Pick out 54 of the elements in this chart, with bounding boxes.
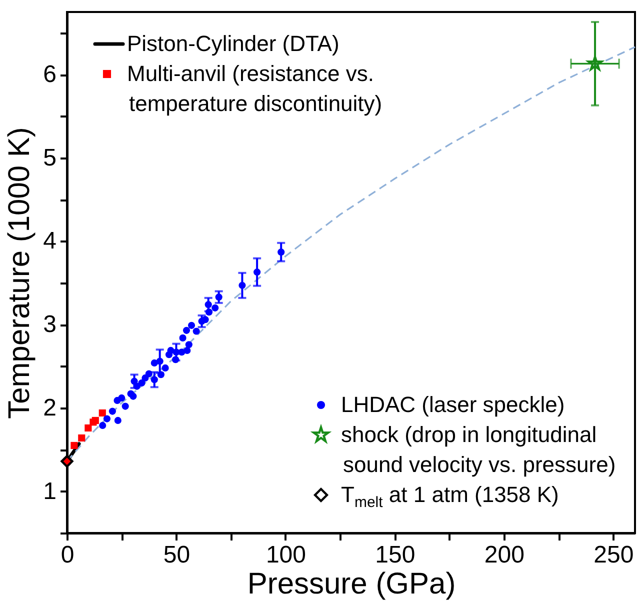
point — [118, 394, 126, 402]
point — [204, 301, 212, 308]
legend-label: Piston-Cylinder (DTA) — [127, 31, 340, 56]
point — [60, 454, 74, 468]
point — [84, 424, 92, 432]
point — [78, 434, 86, 442]
x-axis-title: Pressure (GPa) — [247, 568, 456, 600]
point — [215, 294, 222, 301]
x-tick-label: 50 — [163, 542, 190, 568]
legend-label: LHDAC (laser speckle) — [341, 392, 565, 417]
point — [108, 408, 116, 415]
point — [133, 382, 140, 390]
y-tick-label: 5 — [43, 144, 56, 172]
point — [205, 308, 213, 316]
y-tick-label: 2 — [43, 394, 56, 422]
point — [162, 364, 169, 372]
y-tick-label: 4 — [43, 228, 56, 255]
y-axis-title: Temperature (1000 K) — [3, 127, 36, 419]
point — [103, 415, 111, 422]
y-tick-label: 6 — [43, 61, 56, 88]
legend-label: shock (drop in longitudinal sound velocity vs. pressure) — [341, 422, 616, 477]
point — [184, 346, 191, 354]
x-tick-label: 0 — [60, 542, 74, 568]
x-tick-label: 100 — [266, 542, 306, 568]
point — [157, 371, 164, 378]
point — [145, 370, 152, 378]
point — [185, 341, 192, 348]
point — [122, 402, 129, 410]
point — [156, 358, 164, 365]
y-tick-label: 3 — [43, 311, 56, 338]
y-tick-label: 1 — [43, 478, 56, 505]
point — [179, 334, 186, 342]
point — [98, 409, 106, 416]
x-tick-label: 200 — [484, 542, 524, 568]
point — [212, 304, 219, 312]
point — [182, 326, 190, 334]
point — [99, 422, 106, 429]
point — [138, 379, 146, 386]
legend-label: T$_{melt}$ at 1 atm (1358 K) — [341, 482, 559, 510]
point — [254, 268, 261, 276]
point — [188, 322, 196, 329]
legend-label: Multi-anvil (resistance vs. temperature discontinuity) — [127, 61, 382, 116]
point — [130, 392, 137, 400]
point — [150, 359, 158, 366]
point — [70, 442, 78, 450]
point — [192, 328, 200, 335]
point — [150, 376, 158, 384]
x-tick-label: 150 — [375, 542, 416, 568]
point — [114, 416, 122, 424]
point — [238, 282, 246, 289]
x-tick-label: 250 — [594, 542, 634, 568]
point — [278, 248, 285, 256]
point — [202, 316, 209, 324]
point — [172, 356, 180, 364]
